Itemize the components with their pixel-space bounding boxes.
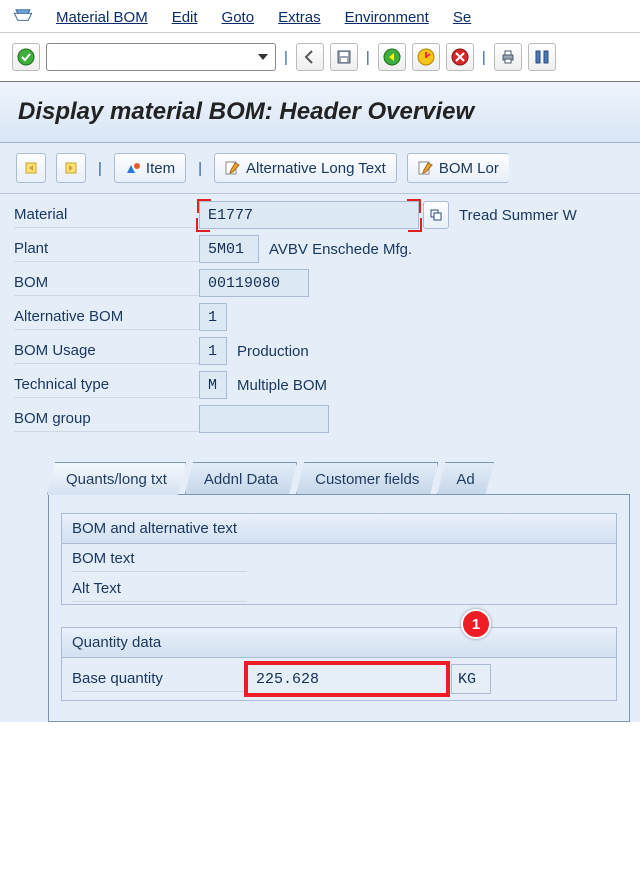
material-label: Material [14, 202, 199, 228]
cancel-icon[interactable] [446, 43, 474, 71]
tab-content: BOM and alternative text BOM text Alt Te… [48, 494, 630, 722]
plant-label: Plant [14, 236, 199, 262]
tab-addnl-data[interactable]: Addnl Data [185, 462, 297, 494]
item-icon [125, 161, 141, 175]
sub-toolbar: | Item | Alternative Long Text BOM Lor [0, 143, 640, 194]
pencil-icon [225, 161, 241, 175]
altbom-label: Alternative BOM [14, 304, 199, 330]
alt-long-text-button[interactable]: Alternative Long Text [214, 153, 397, 183]
bom-text-label: BOM text [72, 546, 247, 572]
menu-settings[interactable]: Se [453, 9, 471, 26]
alt-text-label: Alt Text [72, 576, 247, 602]
chevron-down-icon [257, 52, 269, 62]
save-icon[interactable] [330, 43, 358, 71]
nav-back-icon[interactable] [378, 43, 406, 71]
menu-material-bom[interactable]: Material BOM [56, 9, 148, 26]
command-field[interactable] [46, 43, 276, 71]
bomgroup-field[interactable] [199, 405, 329, 433]
item-button[interactable]: Item [114, 153, 186, 183]
group-bom-alt-text: BOM and alternative text BOM text Alt Te… [61, 513, 617, 605]
tab-admin[interactable]: Ad [437, 462, 493, 494]
page-title: Display material BOM: Header Overview [0, 82, 640, 143]
ok-icon[interactable] [12, 43, 40, 71]
bom-field[interactable]: 00119080 [199, 269, 309, 297]
plant-field[interactable]: 5M01 [199, 235, 259, 263]
bom-label: BOM [14, 270, 199, 296]
group-quantity-data: Quantity data Base quantity 225.628 KG [61, 627, 617, 701]
find-icon[interactable] [528, 43, 556, 71]
bom-long-label: BOM Lor [439, 160, 499, 177]
altbom-field[interactable]: 1 [199, 303, 227, 331]
plant-desc: AVBV Enschede Mfg. [269, 241, 412, 258]
bomgroup-label: BOM group [14, 406, 199, 432]
usage-desc: Production [237, 343, 309, 360]
alt-long-text-label: Alternative Long Text [246, 160, 386, 177]
window-icon [14, 8, 32, 26]
toolbar-separator: | [364, 49, 372, 66]
tab-customer-fields[interactable]: Customer fields [296, 462, 438, 494]
base-qty-unit: KG [451, 664, 491, 694]
tab-quants-long-txt[interactable]: Quants/long txt [47, 462, 186, 495]
prev-item-icon[interactable] [16, 153, 46, 183]
menu-edit[interactable]: Edit [172, 9, 198, 26]
exit-icon[interactable] [412, 43, 440, 71]
pencil-icon [418, 161, 434, 175]
techtype-desc: Multiple BOM [237, 377, 327, 394]
group-title-quantity: Quantity data [62, 628, 616, 658]
group-title-bom-alt: BOM and alternative text [62, 514, 616, 544]
toolbar-separator: | [282, 49, 290, 66]
usage-label: BOM Usage [14, 338, 199, 364]
item-label: Item [146, 160, 175, 177]
techtype-field[interactable]: M [199, 371, 227, 399]
base-qty-label: Base quantity [72, 666, 247, 692]
main-toolbar: | | | [0, 33, 640, 82]
menu-goto[interactable]: Goto [222, 9, 255, 26]
menu-extras[interactable]: Extras [278, 9, 321, 26]
toolbar-separator: | [96, 160, 104, 177]
f4-help-icon[interactable] [423, 201, 449, 229]
base-qty-field[interactable]: 225.628 [247, 664, 447, 694]
toolbar-separator: | [196, 160, 204, 177]
bom-long-text-button[interactable]: BOM Lor [407, 153, 509, 183]
tabstrip: Quants/long txt Addnl Data Customer fiel… [0, 462, 640, 494]
material-desc: Tread Summer W [459, 207, 577, 224]
annotation-callout: 1 [461, 609, 491, 639]
toolbar-separator: | [480, 49, 488, 66]
header-form: Material E1777 Tread Summer W Plant 5M01… [0, 194, 640, 450]
print-icon[interactable] [494, 43, 522, 71]
menu-environment[interactable]: Environment [345, 9, 429, 26]
techtype-label: Technical type [14, 372, 199, 398]
menubar: Material BOM Edit Goto Extras Environmen… [0, 0, 640, 33]
back-icon[interactable] [296, 43, 324, 71]
next-item-icon[interactable] [56, 153, 86, 183]
usage-field[interactable]: 1 [199, 337, 227, 365]
